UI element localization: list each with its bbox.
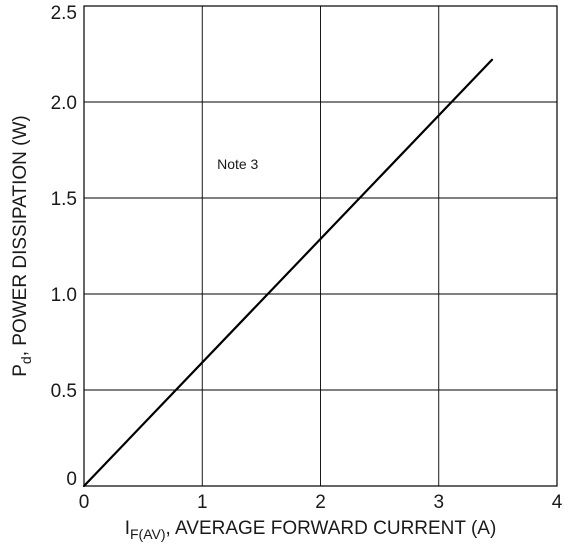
x-tick-label: 3 [433, 492, 444, 513]
y-tick-label: 1.0 [51, 285, 77, 306]
x-tick-label: 1 [197, 492, 208, 513]
x-tick-labels: 0 1 2 3 4 [79, 492, 563, 513]
y-tick-label: 0.5 [51, 381, 77, 402]
y-tick-label: 1.5 [51, 189, 77, 210]
series-group [82, 58, 494, 488]
y-tick-label: 2.5 [51, 3, 77, 24]
x-axis-label-main: I [125, 518, 130, 539]
x-axis-label: IF(AV), AVERAGE FORWARD CURRENT (A) [125, 518, 497, 542]
x-tick-label: 4 [552, 492, 563, 513]
series-line [82, 58, 494, 488]
y-axis-label-rest: , POWER DISSIPATION (W) [10, 115, 31, 356]
y-axis-label-subscript: d [18, 356, 34, 364]
x-tick-label: 2 [315, 492, 326, 513]
annotation-note: Note 3 [217, 156, 258, 172]
x-axis-label-subscript: F(AV) [130, 526, 166, 542]
y-tick-label: 2.0 [51, 93, 77, 114]
y-axis-label: Pd, POWER DISSIPATION (W) [10, 115, 34, 377]
annotations: Note 3 [217, 156, 258, 172]
plot-frame [83, 5, 558, 487]
y-tick-labels: 0 0.5 1.0 1.5 2.0 2.5 [51, 3, 77, 490]
grid [84, 6, 557, 486]
y-tick-label: 0 [66, 469, 77, 490]
x-tick-label: 0 [79, 492, 90, 513]
y-axis-label-main: P [10, 364, 31, 377]
x-axis-label-rest: , AVERAGE FORWARD CURRENT (A) [166, 518, 497, 539]
